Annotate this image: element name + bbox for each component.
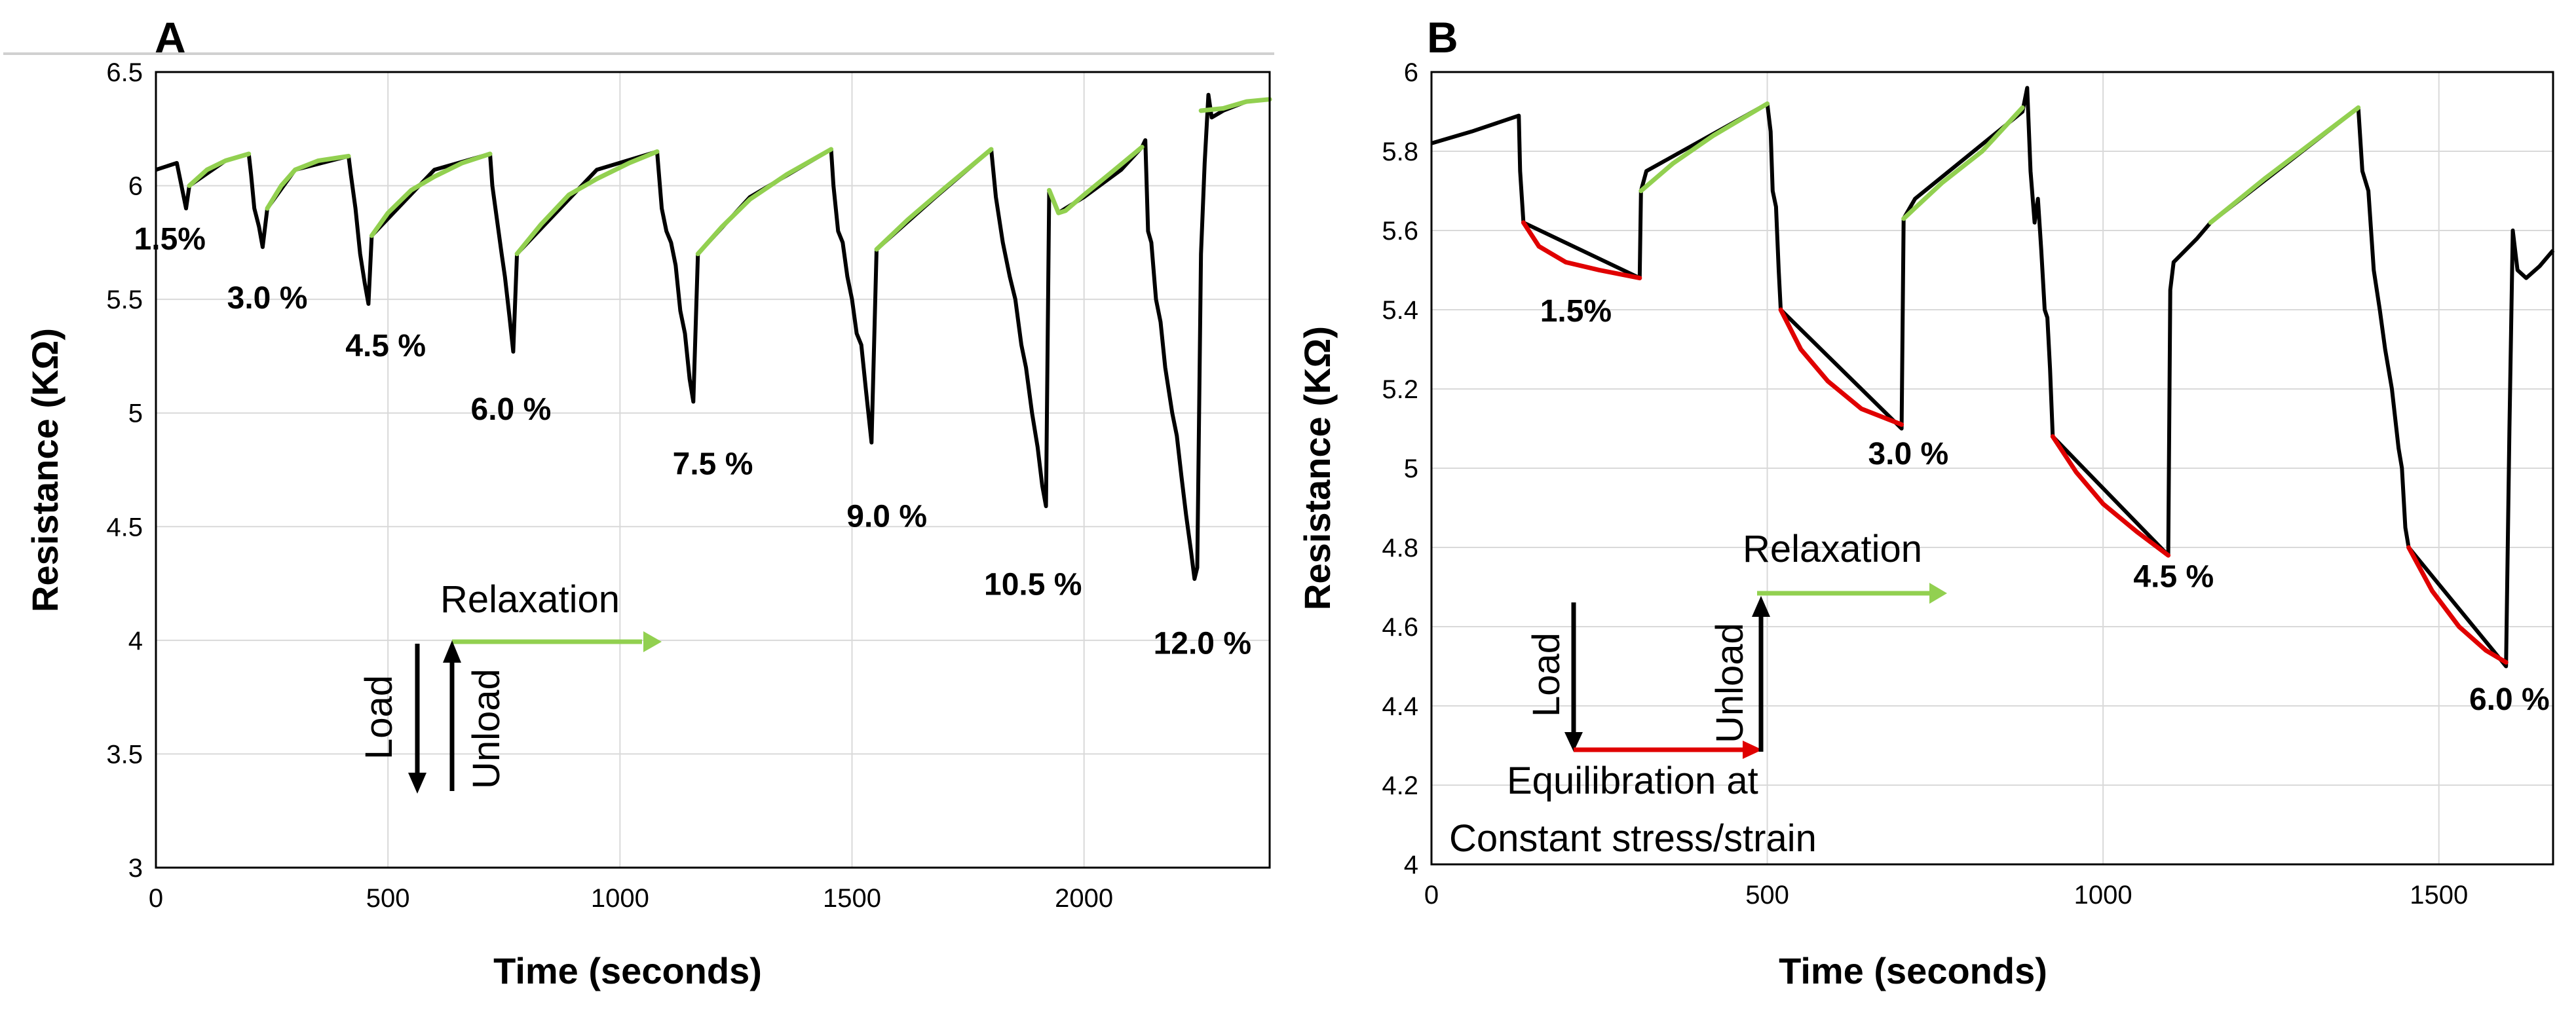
panel-a-x-tick-label: 500 <box>366 884 410 913</box>
panel-a-legend-load-text: Load <box>358 675 400 760</box>
panel-a-gridlines <box>155 71 1270 868</box>
panel-a-x-tick-label: 2000 <box>1055 884 1113 913</box>
panel-a-plot-frame <box>155 71 1271 869</box>
panel-b-equilibration-segment <box>2050 434 2171 558</box>
panel-b-legend-load-text: Load <box>1525 633 1568 717</box>
panel-b-label: B <box>1427 13 1458 62</box>
panel-b-series <box>1431 86 2555 669</box>
panel-b-ticks: 4 4.2 4.4 4.6 4.8 5 5.2 5.4 5.6 5.8 6 0 500 1000 1500 <box>1382 58 2468 910</box>
panel-b-gridlines <box>1431 71 2553 865</box>
panel-b-legend-equilibration-arrowhead <box>1743 741 1762 759</box>
panel-a-annotations: 1.5% 3.0 % 4.5 % 6.0 % 7.5 % 9.0 % 10.5 % 12.0 … <box>134 222 1251 661</box>
panel-b-legend-equilibration-text-line2: Constant stress/strain <box>1449 817 1817 860</box>
panel-b-resistance-line <box>1431 86 2555 669</box>
panel-b-x-tick-label: 1500 <box>2410 881 2468 910</box>
panel-a-legend-relaxation-arrowhead <box>643 631 662 652</box>
panel-a-y-tick-label: 4 <box>128 627 143 655</box>
panel-b-strain-label: 6.0 % <box>2469 682 2550 717</box>
panel-a-y-tick-label: 3.5 <box>106 740 143 769</box>
panel-a-x-tick-label: 1000 <box>591 884 649 913</box>
panel-a-legend-load-arrowhead <box>408 773 426 794</box>
panel-a-ticks: 3 3.5 4 4.5 5 5.5 6 6.5 0 500 1000 1500 2000 <box>106 58 1113 913</box>
panel-b-relaxation-segment <box>1901 105 2025 221</box>
panel-b-strain-label: 4.5 % <box>2133 560 2214 595</box>
panel-a-relaxation-segment <box>1198 97 1272 113</box>
panel-b-x-tick-label: 0 <box>1424 881 1439 910</box>
panel-a-strain-label: 7.5 % <box>673 447 753 481</box>
panel-a-relaxation-segment <box>369 151 493 238</box>
panel-a-strain-label: 9.0 % <box>846 499 927 534</box>
panel-b-legend-relaxation-arrowhead <box>1929 583 1947 604</box>
panel-b-x-axis-title: Time (seconds) <box>1779 950 2047 991</box>
panel-b-equilibration-segment <box>1778 307 1904 427</box>
panel-a-relaxation-segment <box>265 153 351 211</box>
panel-a: A 33.544.555.566.50 500 1000 1500 2000 1.5%3… <box>3 13 1274 991</box>
panel-a-relaxation-segment <box>514 149 660 257</box>
panel-b-relaxation-segment <box>2208 105 2361 225</box>
panel-b-y-tick-label: 6 <box>1404 58 1418 87</box>
panel-b-plot-frame <box>1430 71 2554 866</box>
panel-b-annotations: 1.5% 3.0 % 4.5 % 6.0 % <box>1540 294 2550 717</box>
panel-b-x-tick-label: 500 <box>1745 881 1789 910</box>
panel-a-legend-relaxation-text: Relaxation <box>440 578 620 621</box>
panel-b-strain-label: 3.0 % <box>1868 437 1948 471</box>
panel-a-relaxation-segment <box>187 151 252 189</box>
panel-b-legend-unload-text: Unload <box>1709 623 1751 743</box>
panel-a-x-axis-title: Time (seconds) <box>493 950 762 991</box>
panel-a-relaxation-segment <box>874 147 994 252</box>
panel-b-legend-load-arrowhead <box>1564 732 1583 752</box>
panel-a-label: A <box>155 13 186 62</box>
panel-a-y-tick-label: 4.5 <box>106 513 143 542</box>
panel-b-legend-unload-arrowhead <box>1752 596 1770 617</box>
panel-a-relaxation-segment <box>1047 145 1145 215</box>
panel-a-x-tick-label: 1500 <box>823 884 881 913</box>
panel-b-y-tick-label: 4.6 <box>1382 613 1418 642</box>
panel-a-strain-label: 1.5% <box>134 222 206 257</box>
panel-a-series <box>155 92 1272 581</box>
panel-b-y-tick-label: 4.8 <box>1382 534 1418 562</box>
panel-b-y-tick-label: 4.4 <box>1382 692 1418 721</box>
panel-a-strain-label: 6.0 % <box>471 392 552 427</box>
panel-a-relaxation-segment <box>695 147 834 257</box>
panel-b-y-tick-label: 4 <box>1404 851 1418 879</box>
panel-b-y-axis-title: Resistance (KΩ) <box>1297 326 1338 610</box>
panel-b-equilibration-segment <box>2406 545 2509 665</box>
panel-b-equilibration-segment <box>1521 220 1642 281</box>
panel-a-y-axis-title: Resistance (KΩ) <box>24 328 66 612</box>
panel-b-y-tick-label: 5 <box>1404 454 1418 483</box>
panel-a-y-tick-label: 6 <box>128 172 143 201</box>
panel-a-resistance-line <box>155 92 1270 581</box>
panel-a-strain-label: 4.5 % <box>345 329 426 363</box>
panel-b-y-tick-label: 4.2 <box>1382 771 1418 800</box>
panel-b-strain-label: 1.5% <box>1540 294 1612 329</box>
panel-b-y-tick-label: 5.2 <box>1382 375 1418 404</box>
panel-b-y-tick-label: 5.6 <box>1382 217 1418 246</box>
panel-a-legend-unload-arrowhead <box>443 640 461 663</box>
panel-a-x-tick-label: 0 <box>149 884 163 913</box>
panel-a-strain-label: 12.0 % <box>1154 627 1251 661</box>
panel-b-x-tick-label: 1000 <box>2074 881 2132 910</box>
panel-a-y-tick-label: 3 <box>128 854 143 883</box>
panel-a-legend-unload-text: Unload <box>465 669 508 789</box>
panel-b-relaxation-segment <box>1638 101 1770 193</box>
panel-b: B 4 4.2 4.4 4.6 4.8 5 5.2 5.4 5.6 5.8 6 0 500 1000 150… <box>1297 13 2555 991</box>
panel-b-y-tick-label: 5.4 <box>1382 296 1418 325</box>
panel-b-legend-relaxation-text: Relaxation <box>1743 528 1922 570</box>
panel-a-y-tick-label: 6.5 <box>106 58 143 87</box>
panel-a-strain-label: 10.5 % <box>984 567 1082 602</box>
panel-b-legend-equilibration-text-line1: Equilibration at <box>1507 760 1758 802</box>
panel-a-y-tick-label: 5.5 <box>106 285 143 314</box>
panel-b-y-tick-label: 5.8 <box>1382 138 1418 166</box>
panel-a-strain-label: 3.0 % <box>227 281 308 316</box>
panel-a-y-tick-label: 5 <box>128 399 143 428</box>
